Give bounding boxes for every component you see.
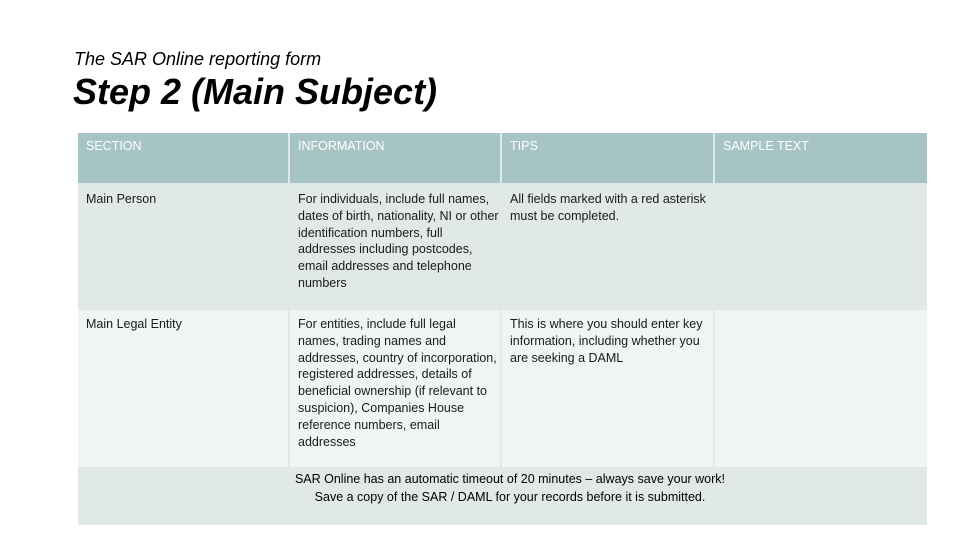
timeout-notice: SAR Online has an automatic timeout of 2… xyxy=(160,470,860,506)
header-section: SECTION xyxy=(78,133,288,183)
header-tips: TIPS xyxy=(502,133,713,183)
row-tips-cell: This is where you should enter key infor… xyxy=(502,310,713,467)
row-sample-text-cell xyxy=(715,185,927,308)
save-copy-notice-line: Save a copy of the SAR / DAML for your r… xyxy=(314,490,706,504)
row-information-cell: For entities, include full legal names, … xyxy=(290,310,500,467)
info-table: SECTION INFORMATION TIPS SAMPLE TEXT Mai… xyxy=(78,133,927,525)
row-information-cell: For individuals, include full names, dat… xyxy=(290,185,500,308)
row-tips-cell: All fields marked with a red asterisk mu… xyxy=(502,185,713,308)
header-sample-text: SAMPLE TEXT xyxy=(715,133,927,183)
timeout-notice-line: SAR Online has an automatic timeout of 2… xyxy=(294,472,726,486)
row-section-cell: Main Legal Entity xyxy=(78,310,288,467)
row-section-cell: Main Person xyxy=(78,185,288,308)
table-footer xyxy=(78,469,927,525)
page-subtitle: The SAR Online reporting form xyxy=(74,49,322,69)
row-sample-text-cell xyxy=(715,310,927,467)
header-information: INFORMATION xyxy=(290,133,500,183)
page-title: Step 2 (Main Subject) xyxy=(73,71,438,112)
